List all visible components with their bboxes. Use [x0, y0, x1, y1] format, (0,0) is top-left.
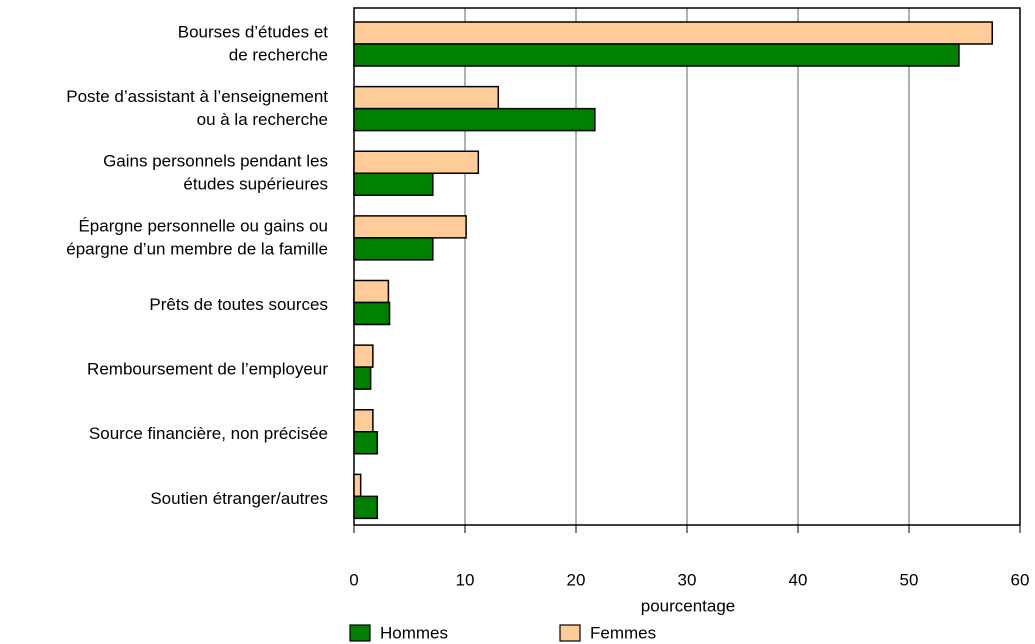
- bar: [353, 301, 391, 326]
- bar: [353, 172, 434, 196]
- bar: [353, 150, 480, 174]
- y-tick-label: de recherche: [229, 45, 328, 64]
- x-axis-label: pourcentage: [641, 596, 736, 615]
- bar: [353, 473, 362, 498]
- bar: [353, 237, 434, 261]
- x-tick-label: 10: [456, 570, 475, 589]
- legend-swatch: [559, 624, 581, 642]
- bar: [353, 21, 993, 45]
- bar: [353, 344, 374, 368]
- y-tick-label: études supérieures: [183, 175, 328, 194]
- bar: [353, 43, 960, 67]
- bar: [353, 215, 467, 239]
- x-tick-label: 60: [1011, 570, 1030, 589]
- x-tick-label: 0: [349, 570, 358, 589]
- x-tick-label: 50: [900, 570, 919, 589]
- bar: [353, 279, 390, 304]
- bar: [353, 85, 500, 110]
- legend-label: Femmes: [590, 623, 656, 642]
- bar: [353, 495, 379, 520]
- y-tick-label: Remboursement de l’employeur: [87, 360, 328, 379]
- y-tick-label: Prêts de toutes sources: [149, 295, 328, 314]
- y-tick-label: Épargne personnelle ou gains ou: [78, 216, 328, 235]
- y-tick-label: Gains personnels pendant les: [103, 152, 328, 171]
- y-tick-label: épargne d’un membre de la famille: [66, 239, 328, 258]
- legend-swatch: [349, 624, 371, 642]
- x-tick-label: 30: [678, 570, 697, 589]
- y-tick-label: ou à la recherche: [197, 110, 328, 129]
- x-tick-label: 20: [567, 570, 586, 589]
- plot-frame: [353, 7, 1021, 526]
- y-tick-label: Soutien étranger/autres: [150, 489, 328, 508]
- bar: [353, 431, 379, 455]
- legend-label: Hommes: [380, 623, 448, 642]
- y-tick-label: Poste d’assistant à l’enseignement: [66, 87, 328, 106]
- x-tick-label: 40: [789, 570, 808, 589]
- bar: [353, 409, 374, 433]
- y-tick-label: Source financière, non précisée: [89, 424, 328, 443]
- y-tick-label: Bourses d’études et: [178, 22, 329, 41]
- bar: [353, 107, 596, 132]
- bar: [353, 366, 372, 390]
